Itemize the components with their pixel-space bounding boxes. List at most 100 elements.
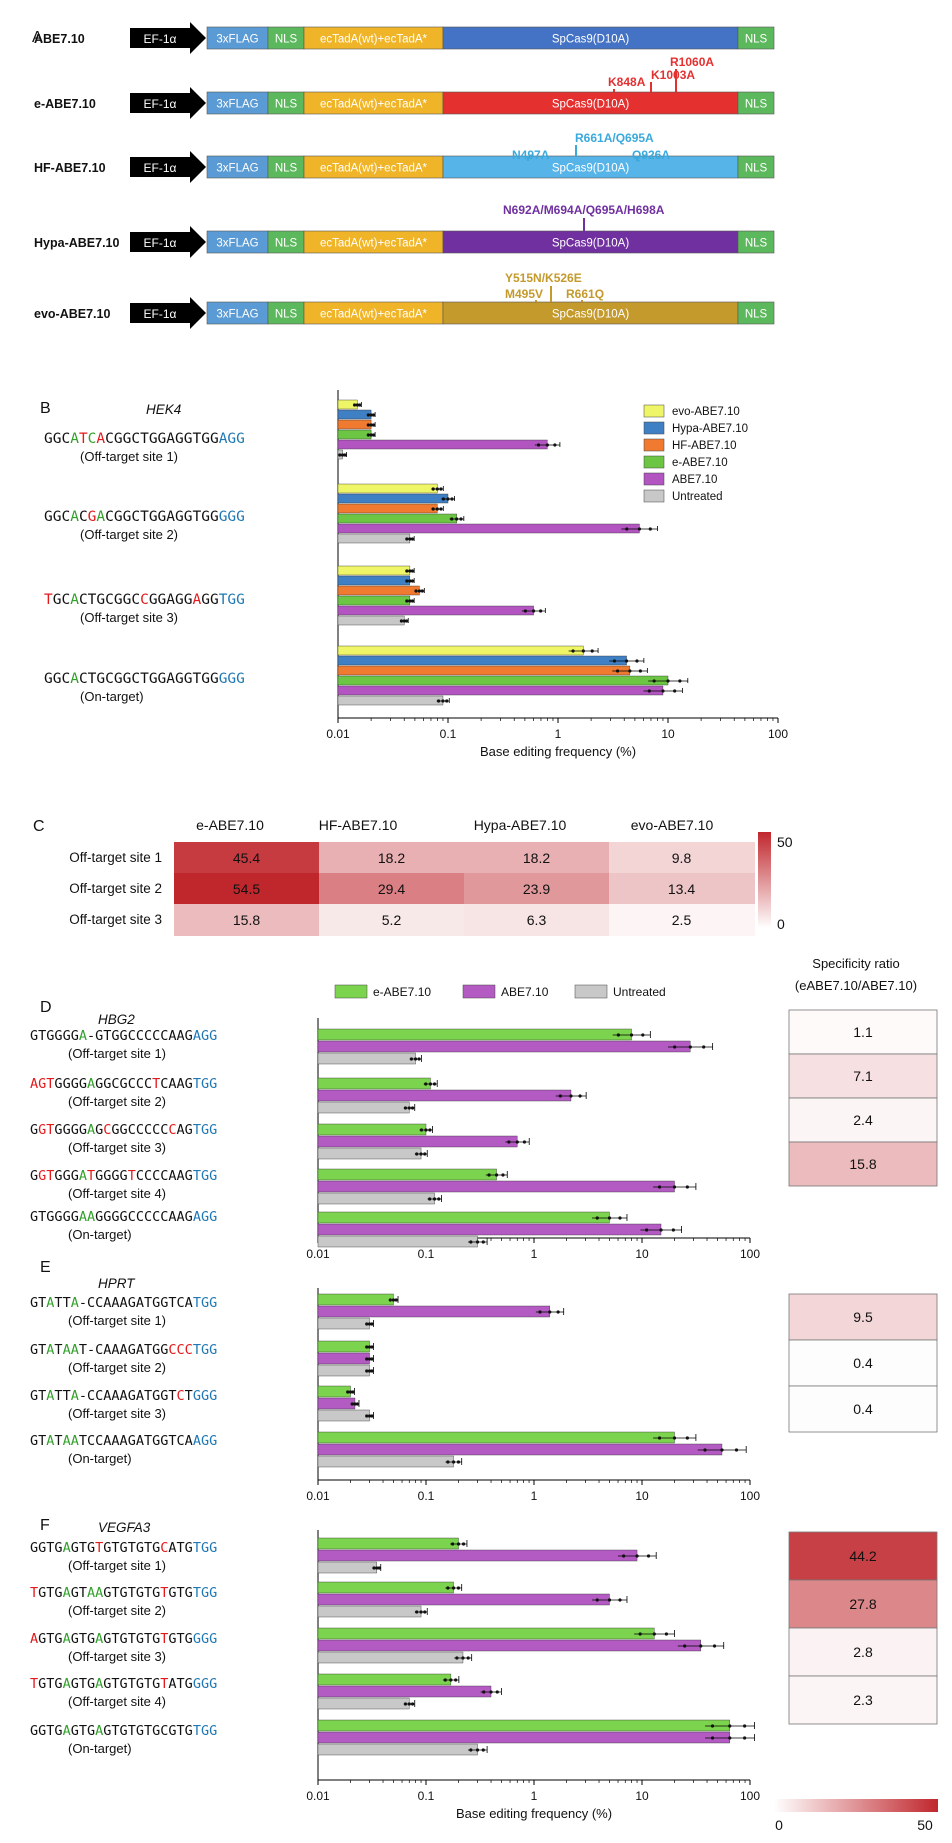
sequence-base: T bbox=[128, 1676, 136, 1692]
heatmap-value: 23.9 bbox=[523, 881, 550, 897]
data-point bbox=[618, 1598, 622, 1602]
data-point bbox=[489, 1690, 493, 1694]
mutation-label: Q926A bbox=[632, 148, 670, 162]
tada-box-label: ecTadA(wt)+ecTadA* bbox=[320, 99, 428, 111]
heatmap-cell bbox=[464, 873, 610, 905]
scale-min-label: 0 bbox=[777, 916, 785, 932]
sequence-base: G bbox=[30, 1122, 38, 1138]
data-point bbox=[615, 669, 620, 673]
sequence-base: A bbox=[63, 1342, 71, 1358]
heatmap-column-label: e-ABE7.10 bbox=[196, 817, 264, 833]
data-point bbox=[538, 1310, 542, 1314]
mutation-label: M495V bbox=[505, 287, 543, 301]
target-sequence: GGCACTGCGGCTGGAGGTGGGGG bbox=[44, 671, 245, 687]
data-point bbox=[415, 1152, 419, 1156]
ratio-cell bbox=[788, 1009, 938, 1055]
sequence-base: G bbox=[30, 1433, 38, 1449]
sequence-base: G bbox=[54, 1122, 62, 1138]
sequence-base: A bbox=[136, 1388, 144, 1404]
data-point bbox=[553, 443, 557, 447]
data-point bbox=[408, 599, 412, 603]
scale-min-label: 0 bbox=[775, 1817, 783, 1833]
sequence-base: G bbox=[209, 1631, 217, 1647]
mutation-label: N497A bbox=[512, 148, 550, 162]
sequence-base: T bbox=[79, 1723, 87, 1739]
bar bbox=[317, 1123, 427, 1136]
sequence-base: A bbox=[95, 1585, 103, 1601]
data-point bbox=[641, 1033, 645, 1037]
data-point bbox=[657, 1436, 662, 1440]
legend-label: e-ABE7.10 bbox=[373, 985, 431, 999]
data-point bbox=[365, 1414, 369, 1418]
sequence-base: C bbox=[79, 671, 88, 687]
sequence-base: T bbox=[79, 1585, 87, 1601]
data-point bbox=[446, 1460, 450, 1464]
sequence-base: G bbox=[185, 1585, 193, 1601]
sequence-base: G bbox=[38, 1676, 46, 1692]
sequence-base: C bbox=[160, 1076, 168, 1092]
data-point bbox=[624, 659, 629, 663]
x-tick-label: 0.1 bbox=[418, 1247, 435, 1261]
sequence-base: A bbox=[185, 1295, 193, 1311]
sequence-base: G bbox=[136, 1723, 144, 1739]
sequence-base: G bbox=[71, 1209, 79, 1225]
sequence-base: A bbox=[111, 1433, 119, 1449]
mutation-annotation: Q926A bbox=[632, 148, 670, 162]
data-point bbox=[455, 517, 459, 521]
panel-f: 0.01 0.1 1 10 100GGTGAGTGTGTGTGTGCATGTGG(Off… bbox=[30, 1517, 938, 1833]
sequence-base: G bbox=[185, 1076, 193, 1092]
ratio-value: 9.5 bbox=[853, 1309, 873, 1325]
bar bbox=[317, 1593, 610, 1606]
mutation-label: R661Q bbox=[566, 287, 604, 301]
data-point bbox=[672, 1436, 677, 1440]
sequence-base: G bbox=[53, 671, 62, 687]
sequence-base: T bbox=[192, 431, 201, 447]
data-point bbox=[410, 569, 415, 573]
sequence-base: C bbox=[160, 1209, 168, 1225]
ratio-cell bbox=[788, 1141, 938, 1187]
sequence-base: G bbox=[209, 1388, 217, 1404]
sequence-base: T bbox=[30, 1676, 38, 1692]
nls-box-label: NLS bbox=[745, 163, 768, 175]
sequence-base: T bbox=[193, 1585, 201, 1601]
data-point bbox=[388, 1298, 392, 1302]
x-tick-label: 0.01 bbox=[306, 1247, 330, 1261]
sequence-base: G bbox=[54, 1209, 62, 1225]
sequence-base: T bbox=[38, 1028, 46, 1044]
sequence-base: G bbox=[227, 592, 236, 608]
data-point bbox=[372, 1566, 376, 1570]
sequence-base: G bbox=[236, 509, 245, 525]
site-caption: (Off-target site 1) bbox=[68, 1046, 166, 1061]
sequence-base: G bbox=[95, 1209, 103, 1225]
legend-label: Untreated bbox=[613, 985, 666, 999]
sequence-base: C bbox=[144, 1028, 152, 1044]
sequence-base: - bbox=[79, 1388, 87, 1404]
data-point bbox=[423, 1152, 427, 1156]
bar bbox=[337, 615, 405, 626]
sequence-base: G bbox=[152, 1295, 160, 1311]
sequence-base: G bbox=[152, 1342, 160, 1358]
sequence-base: G bbox=[160, 1342, 168, 1358]
sequence-base: G bbox=[111, 1122, 119, 1138]
bar bbox=[317, 1651, 464, 1664]
sequence-base: T bbox=[128, 1540, 136, 1556]
data-point bbox=[419, 1128, 424, 1132]
data-point bbox=[507, 1140, 511, 1144]
data-point bbox=[443, 1678, 447, 1682]
sequence-base: G bbox=[71, 1540, 79, 1556]
sequence-base: A bbox=[166, 671, 175, 687]
data-point bbox=[355, 1402, 359, 1406]
data-point bbox=[710, 1736, 715, 1740]
sequence-base: T bbox=[177, 1723, 185, 1739]
sequence-base: A bbox=[96, 431, 105, 447]
sequence-base: G bbox=[219, 671, 228, 687]
data-point bbox=[338, 453, 342, 457]
sequence-base: G bbox=[38, 1168, 46, 1184]
data-point bbox=[451, 1460, 456, 1464]
sequence-base: C bbox=[128, 1028, 136, 1044]
sequence-base: T bbox=[160, 1676, 168, 1692]
cas9-box-label: SpCas9(D10A) bbox=[552, 34, 630, 46]
data-point bbox=[370, 1357, 374, 1361]
bar bbox=[317, 1317, 370, 1330]
data-point bbox=[439, 507, 443, 511]
